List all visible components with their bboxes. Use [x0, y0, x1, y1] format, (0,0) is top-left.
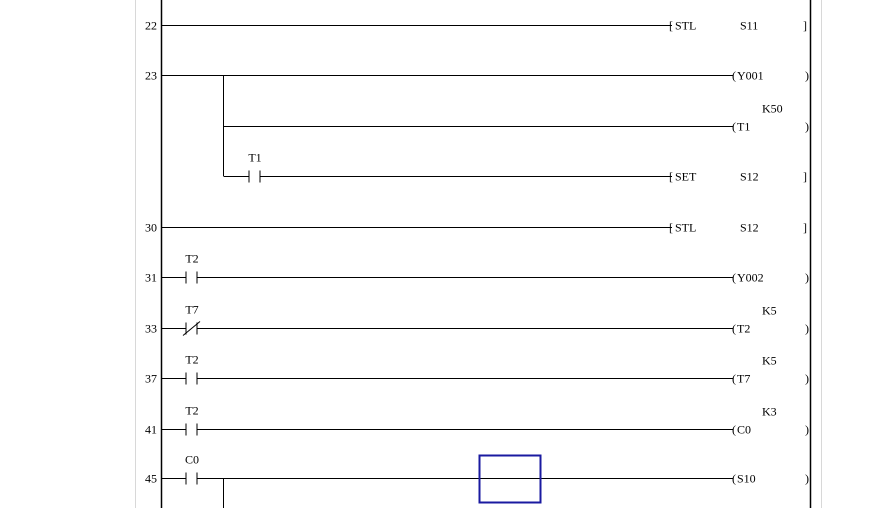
coil-open-paren: ( — [732, 472, 736, 486]
normally-closed-slash — [182, 321, 201, 336]
step-number: 45 — [145, 472, 157, 486]
coil-constant-label: K3 — [762, 405, 777, 419]
rung[interactable]: 31 T2 (Y002) — [145, 252, 809, 285]
coil-device-label: T2 — [737, 322, 750, 336]
coil-device-label: T1 — [737, 120, 750, 134]
contact-t2[interactable]: T2 — [185, 252, 199, 284]
rung[interactable]: 45 C0 (S10) — [145, 453, 809, 508]
contact-device-label: T7 — [185, 303, 198, 317]
coil-close-paren: ) — [805, 322, 809, 336]
instruction-op-label: STL — [675, 19, 696, 33]
step-number: 33 — [145, 322, 157, 336]
contact-t7[interactable]: T7 — [182, 303, 201, 336]
rung[interactable]: 33 T7 (T2) K5 — [145, 303, 809, 336]
contact-c0[interactable]: C0 — [185, 453, 199, 485]
instruction-close-bracket: ] — [803, 221, 807, 235]
coil-open-paren: ( — [732, 120, 736, 134]
instruction-operand-label: S11 — [740, 19, 758, 33]
instruction-open-bracket: [ — [669, 221, 673, 235]
step-number: 22 — [145, 19, 157, 33]
instruction-close-bracket: ] — [803, 19, 807, 33]
output-t7[interactable]: (T7) K5 — [197, 354, 809, 386]
contact-t2[interactable]: T2 — [185, 353, 199, 385]
coil-constant-label: K50 — [762, 102, 783, 116]
rung[interactable]: 22 [STL S11] — [145, 19, 807, 33]
coil-constant-label: K5 — [762, 354, 777, 368]
coil-close-paren: ) — [805, 423, 809, 437]
coil-close-paren: ) — [805, 372, 809, 386]
output-t1[interactable]: (T1) K50 — [224, 102, 809, 134]
instruction-op-label: SET — [675, 170, 697, 184]
output-set[interactable]: [SET S12] — [260, 170, 807, 184]
step-number: 23 — [145, 69, 157, 83]
contact-t1[interactable]: T1 — [248, 151, 262, 183]
coil-close-paren: ) — [805, 69, 809, 83]
instruction-op-label: STL — [675, 221, 696, 235]
output-t2[interactable]: (T2) K5 — [197, 304, 809, 336]
step-number: 30 — [145, 221, 157, 235]
coil-device-label: S10 — [737, 472, 756, 486]
coil-device-label: Y001 — [737, 69, 764, 83]
output-s10[interactable]: (S10) — [197, 472, 809, 486]
output-c0[interactable]: (C0) K3 — [197, 405, 809, 437]
coil-device-label: C0 — [737, 423, 751, 437]
coil-constant-label: K5 — [762, 304, 777, 318]
contact-device-label: T1 — [248, 151, 261, 165]
contact-device-label: T2 — [185, 404, 198, 418]
contact-device-label: T2 — [185, 252, 198, 266]
rung[interactable]: 41 T2 (C0) K3 — [145, 404, 809, 437]
output-stl[interactable]: [STL S12] — [162, 221, 807, 235]
coil-open-paren: ( — [732, 322, 736, 336]
edit-cursor[interactable] — [478, 454, 542, 504]
coil-open-paren: ( — [732, 423, 736, 437]
coil-device-label: T7 — [737, 372, 750, 386]
rung[interactable]: 30 [STL S12] — [145, 221, 807, 235]
output-y002[interactable]: (Y002) — [197, 271, 809, 285]
instruction-operand-label: S12 — [740, 221, 759, 235]
coil-device-label: Y002 — [737, 271, 764, 285]
output-stl[interactable]: [STL S11] — [162, 19, 807, 33]
coil-open-paren: ( — [732, 372, 736, 386]
coil-close-paren: ) — [805, 472, 809, 486]
step-number: 41 — [145, 423, 157, 437]
coil-close-paren: ) — [805, 120, 809, 134]
contact-device-label: C0 — [185, 453, 199, 467]
coil-close-paren: ) — [805, 271, 809, 285]
step-number: 37 — [145, 372, 157, 386]
output-y001[interactable]: (Y001) — [162, 69, 809, 83]
contact-device-label: T2 — [185, 353, 198, 367]
instruction-open-bracket: [ — [669, 170, 673, 184]
rung[interactable]: 37 T2 (T7) K5 — [145, 353, 809, 386]
coil-open-paren: ( — [732, 271, 736, 285]
coil-open-paren: ( — [732, 69, 736, 83]
instruction-open-bracket: [ — [669, 19, 673, 33]
step-number: 31 — [145, 271, 157, 285]
contact-t2[interactable]: T2 — [185, 404, 199, 436]
instruction-operand-label: S12 — [740, 170, 759, 184]
instruction-close-bracket: ] — [803, 170, 807, 184]
